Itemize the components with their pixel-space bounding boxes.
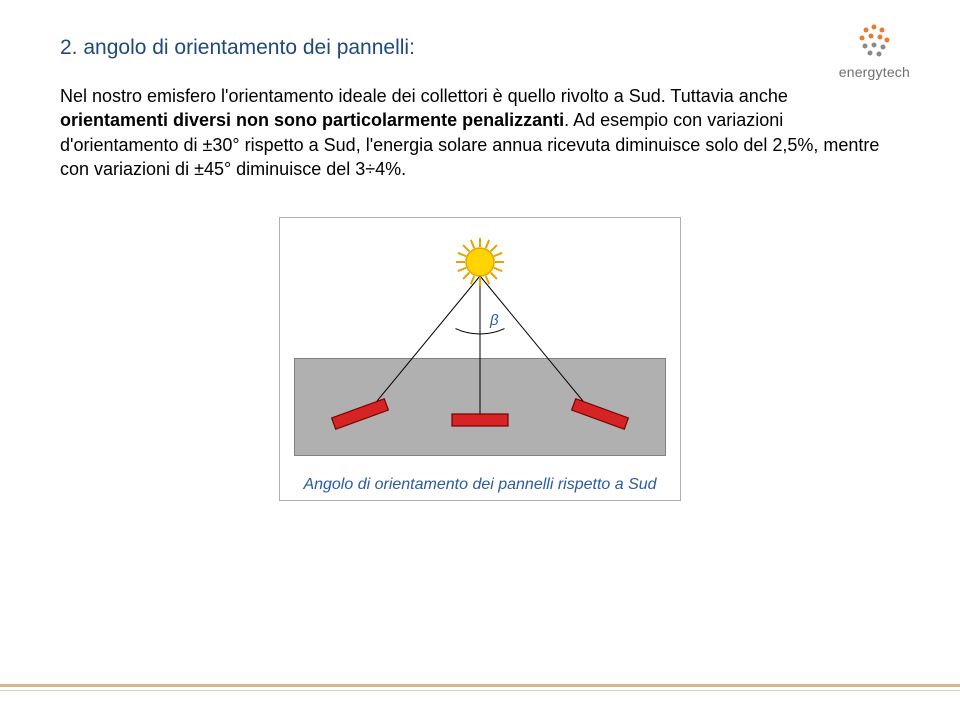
section-heading: 2. angolo di orientamento dei pannelli: <box>60 36 900 60</box>
body-text-a: Nel nostro emisfero l'orientamento ideal… <box>60 86 788 106</box>
logo-mark-icon <box>852 18 896 62</box>
body-text-bold: orientamenti diversi non sono particolar… <box>60 110 564 130</box>
figure-caption: Angolo di orientamento dei pannelli risp… <box>290 476 670 494</box>
sun-icon <box>452 234 508 290</box>
body-paragraph: Nel nostro emisfero l'orientamento ideal… <box>60 84 900 181</box>
slide-page: energytech 2. angolo di orientamento dei… <box>0 0 960 707</box>
brand-name: energytech <box>839 64 910 80</box>
orientation-diagram: β <box>290 228 670 466</box>
angle-beta-label: β <box>490 312 499 329</box>
figure-container: β Angolo di orientamento dei pannelli ri… <box>60 217 900 501</box>
footer-band <box>0 684 960 687</box>
figure-box: β Angolo di orientamento dei pannelli ri… <box>279 217 681 501</box>
brand-logo: energytech <box>839 18 910 80</box>
footer-band-thin <box>0 690 960 691</box>
